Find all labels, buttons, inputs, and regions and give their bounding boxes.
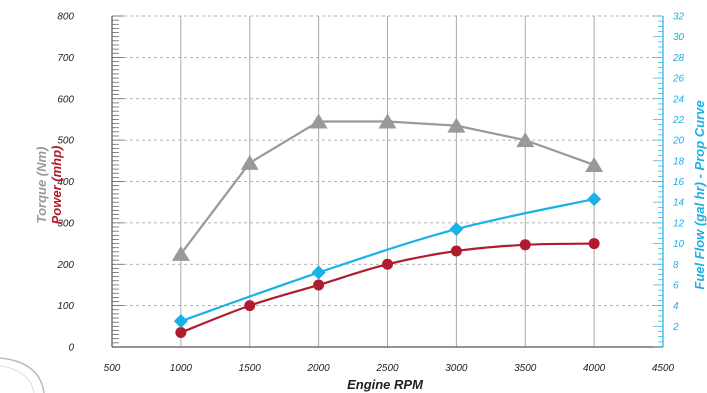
data-point-power [244, 300, 256, 312]
x-axis-tick-label: 1000 [170, 363, 193, 374]
y-axis-right-tick-label: 10 [673, 239, 685, 250]
x-axis-tick-label: 3500 [514, 363, 537, 374]
grid-lines [112, 15, 663, 347]
y-axis-right-tick-label: 22 [672, 115, 685, 126]
data-point-torque [240, 154, 259, 170]
x-axis-tick-label: 500 [104, 363, 121, 374]
data-point-fuel-flow [311, 265, 326, 280]
y-axis-title-torque: Torque (Nm) [34, 147, 49, 224]
y-axis-right-tick-label: 16 [673, 177, 685, 188]
data-point-torque [378, 113, 397, 129]
y-axis-right-tick-label: 26 [672, 74, 685, 85]
y-axis-left-tick-label: 300 [57, 218, 74, 229]
x-axis-title: Engine RPM [347, 377, 424, 392]
x-axis-tick-label: 1500 [239, 363, 262, 374]
corner-decoration-inner [0, 365, 35, 393]
series [171, 113, 604, 339]
y-axis-left-tick-label: 200 [56, 260, 74, 271]
y-axis-left-tick-label: 500 [57, 136, 74, 147]
y-axis-right-tick-label: 14 [673, 198, 685, 209]
y-axis-right-tick-label: 12 [673, 218, 685, 229]
x-axis-tick-label: 2500 [375, 363, 399, 374]
x-axis-tick-label: 3000 [445, 363, 468, 374]
y-axis-right-tick-label: 8 [673, 260, 679, 271]
data-point-power [450, 245, 462, 257]
x-axis-tick-label: 4000 [583, 363, 606, 374]
y-axis-left-tick-label: 400 [57, 177, 74, 188]
x-axis-tick-label: 2000 [307, 363, 331, 374]
y-axis-left-tick-label: 600 [57, 94, 74, 105]
data-point-torque [171, 245, 190, 261]
data-point-torque [516, 132, 535, 148]
data-point-fuel-flow [587, 192, 602, 207]
y-axis-right-tick-label: 4 [673, 301, 679, 312]
y-axis-right-tick-label: 28 [672, 53, 685, 64]
y-axis-left-tick-label: 700 [57, 53, 74, 64]
x-axis-tick-labels: 500 1000 1500 2000 2500 3000 3500 4000 4500 [104, 363, 675, 374]
series-line-fuel-flow [180, 198, 595, 323]
data-point-torque [585, 156, 604, 172]
data-point-torque [309, 113, 328, 129]
y-axis-left-tick-label: 100 [57, 301, 74, 312]
y-axis-right-tick-label: 20 [672, 136, 685, 147]
y-axis-right-tick-label: 32 [673, 12, 685, 23]
axes [111, 15, 664, 348]
data-point-power [519, 239, 531, 251]
data-point-power [588, 238, 600, 250]
series-torque [171, 113, 604, 261]
y-axis-title-fuel-flow: Fuel Flow (gal hr) - Prop Curve [692, 100, 707, 289]
data-point-fuel-flow [449, 222, 464, 237]
left-axis-tick-labels: 0 100 200 300 400 500 600 700 800 [56, 12, 74, 354]
x-axis-tick-label: 4500 [652, 363, 675, 374]
data-point-fuel-flow [173, 314, 188, 329]
y-axis-left-tick-label: 800 [57, 12, 74, 23]
series-power [175, 238, 600, 339]
data-point-power [313, 279, 325, 291]
y-axis-right-tick-label: 30 [673, 32, 685, 43]
data-point-torque [447, 117, 466, 133]
y-axis-right-tick-label: 24 [672, 94, 685, 105]
y-axis-left-tick-label: 0 [68, 343, 74, 354]
y-axis-right-tick-label: 6 [673, 280, 679, 291]
data-point-power [382, 258, 393, 270]
series-fuel-flow [173, 192, 602, 329]
y-axis-right-tick-label: 2 [672, 322, 679, 333]
corner-decoration [0, 357, 45, 393]
y-axis-title-power: Power (mhp) [49, 146, 64, 225]
data-point-power [175, 327, 187, 339]
y-axis-right-tick-label: 18 [673, 156, 685, 167]
